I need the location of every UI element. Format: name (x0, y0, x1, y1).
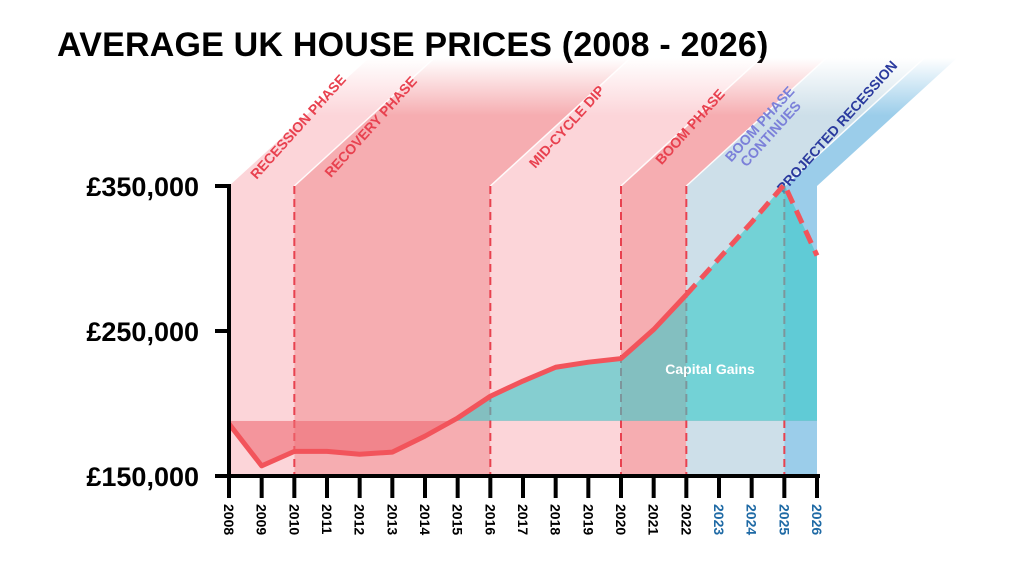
phase-band-header (621, 58, 827, 186)
x-tick-label: 2012 (352, 504, 368, 535)
x-tick-label: 2011 (319, 504, 335, 535)
y-tick-label: £150,000 (86, 462, 199, 492)
x-tick-label: 2014 (417, 504, 433, 535)
x-tick-label: 2022 (678, 504, 694, 535)
x-tick-label: 2021 (646, 504, 662, 535)
phase-band (490, 186, 621, 476)
phase-band-header (490, 58, 761, 186)
x-tick-label: 2016 (482, 504, 498, 535)
x-tick-label: 2023 (711, 504, 727, 535)
x-tick-label: 2017 (515, 504, 531, 535)
x-tick-label: 2026 (809, 504, 825, 535)
x-tick-label: 2025 (776, 504, 792, 535)
x-tick-label: 2018 (548, 504, 564, 535)
x-tick-label: 2015 (450, 504, 466, 535)
x-tick-label: 2009 (254, 504, 270, 535)
phase-separator (685, 57, 827, 187)
x-tick-label: 2020 (613, 504, 629, 535)
capital-gains-area (452, 184, 817, 421)
x-tick-label: 2008 (221, 504, 237, 535)
x-tick-label: 2024 (744, 504, 760, 535)
chart-title: AVERAGE UK HOUSE PRICES (2008 - 2026) (57, 26, 769, 64)
phase-separator (783, 57, 925, 187)
phase-band-header (229, 58, 435, 186)
phase-separator (489, 57, 631, 187)
phase-band-header (686, 58, 925, 186)
y-tick-label: £350,000 (86, 172, 199, 202)
x-tick-label: 2019 (580, 504, 596, 535)
y-tick-label: £250,000 (86, 317, 199, 347)
phase-separator (293, 57, 435, 187)
x-tick-label: 2010 (286, 504, 302, 535)
below-baseline-area (229, 420, 817, 466)
capital-gains-label: Capital Gains (665, 361, 755, 377)
x-tick-label: 2013 (384, 504, 400, 535)
phase-band-header (784, 58, 957, 186)
phase-separator (620, 57, 762, 187)
phase-band-header (294, 58, 631, 186)
